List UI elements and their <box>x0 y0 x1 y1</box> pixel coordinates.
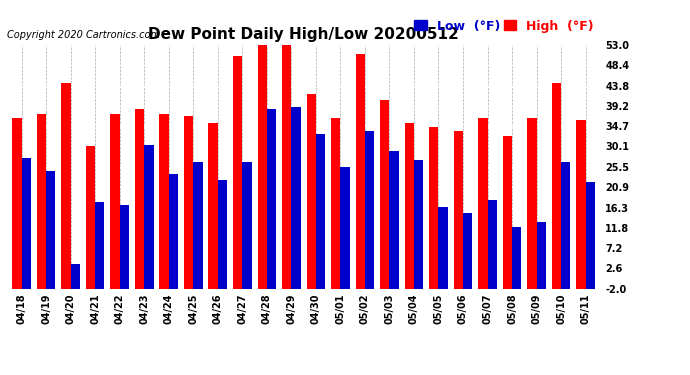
Bar <box>340 167 350 289</box>
Bar <box>110 114 119 289</box>
Bar <box>463 213 472 289</box>
Bar <box>233 56 242 289</box>
Bar <box>552 82 561 289</box>
Legend: Low  (°F), High  (°F): Low (°F), High (°F) <box>414 20 594 33</box>
Bar <box>488 200 497 289</box>
Bar <box>61 82 70 289</box>
Bar <box>184 116 193 289</box>
Bar <box>438 207 448 289</box>
Bar <box>208 123 218 289</box>
Bar <box>267 109 276 289</box>
Bar <box>414 160 423 289</box>
Bar <box>586 182 595 289</box>
Bar <box>365 131 374 289</box>
Bar <box>218 180 227 289</box>
Bar <box>503 136 512 289</box>
Bar <box>291 107 301 289</box>
Bar <box>193 162 203 289</box>
Bar <box>561 162 571 289</box>
Bar <box>512 227 522 289</box>
Bar <box>21 158 31 289</box>
Bar <box>37 114 46 289</box>
Bar <box>12 118 21 289</box>
Title: Dew Point Daily High/Low 20200512: Dew Point Daily High/Low 20200512 <box>148 27 459 42</box>
Bar <box>576 120 586 289</box>
Bar <box>257 45 267 289</box>
Bar <box>135 109 144 289</box>
Bar <box>527 118 537 289</box>
Bar <box>119 204 129 289</box>
Bar <box>144 145 154 289</box>
Bar <box>537 222 546 289</box>
Bar <box>478 118 488 289</box>
Bar <box>316 134 325 289</box>
Bar <box>282 45 291 289</box>
Bar <box>453 131 463 289</box>
Bar <box>404 123 414 289</box>
Text: Copyright 2020 Cartronics.com: Copyright 2020 Cartronics.com <box>7 30 160 40</box>
Bar <box>331 118 340 289</box>
Bar <box>46 171 55 289</box>
Bar <box>70 264 80 289</box>
Bar <box>380 100 389 289</box>
Bar <box>86 147 95 289</box>
Bar <box>389 152 399 289</box>
Bar <box>355 54 365 289</box>
Bar <box>159 114 169 289</box>
Bar <box>95 202 104 289</box>
Bar <box>429 127 438 289</box>
Bar <box>169 174 178 289</box>
Bar <box>242 162 252 289</box>
Bar <box>306 94 316 289</box>
